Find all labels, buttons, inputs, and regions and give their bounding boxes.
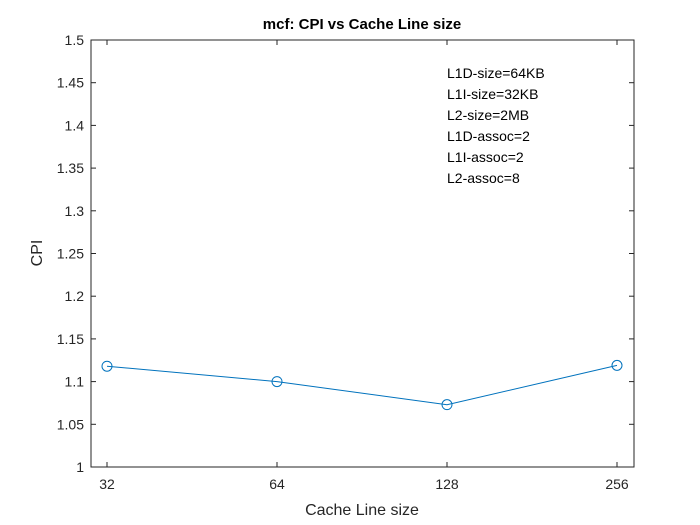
series-line <box>106 364 618 406</box>
data-point <box>101 360 113 372</box>
x-tick-label: 32 <box>99 476 115 492</box>
annotation-line-l2-assoc: L2-assoc=8 <box>447 170 520 186</box>
annotation-line-l1i-assoc: L1I-assoc=2 <box>447 149 524 165</box>
y-tick-label: 1.5 <box>65 32 85 48</box>
y-tick-label: 1 <box>76 459 84 475</box>
plot-area <box>90 39 635 468</box>
chart-title: mcf: CPI vs Cache Line size <box>263 16 461 33</box>
y-axis-ticks: 1 1.05 1.1 1.15 1.2 1.25 1.3 1.35 1.4 1.45 1.5 <box>57 32 634 475</box>
data-point <box>271 376 283 388</box>
x-tick-label: 64 <box>269 476 285 492</box>
annotation-box: L1D-size=64KB L1I-size=32KB L2-size=2MB … <box>447 65 545 186</box>
y-axis-label: CPI <box>29 240 46 267</box>
annotation-line-l2-size: L2-size=2MB <box>447 107 529 123</box>
y-tick-label: 1.4 <box>65 117 85 133</box>
y-tick-label: 1.1 <box>65 374 85 390</box>
annotation-line-l1d-assoc: L1D-assoc=2 <box>447 128 530 144</box>
series-layer <box>101 359 623 411</box>
y-tick-label: 1.05 <box>57 416 84 432</box>
data-point <box>441 399 453 411</box>
y-tick-label: 1.25 <box>57 246 84 262</box>
data-point <box>611 359 623 371</box>
y-tick-label: 1.45 <box>57 75 84 91</box>
annotation-line-l1i-size: L1I-size=32KB <box>447 86 538 102</box>
y-tick-label: 1.2 <box>65 288 85 304</box>
x-tick-label: 128 <box>435 476 459 492</box>
x-axis-label: Cache Line size <box>305 502 419 519</box>
y-tick-label: 1.3 <box>65 203 85 219</box>
y-tick-label: 1.35 <box>57 160 84 176</box>
x-axis-ticks: 32 64 128 256 <box>99 40 629 492</box>
x-tick-label: 256 <box>605 476 629 492</box>
y-tick-label: 1.15 <box>57 331 84 347</box>
annotation-line-l1d-size: L1D-size=64KB <box>447 65 545 81</box>
